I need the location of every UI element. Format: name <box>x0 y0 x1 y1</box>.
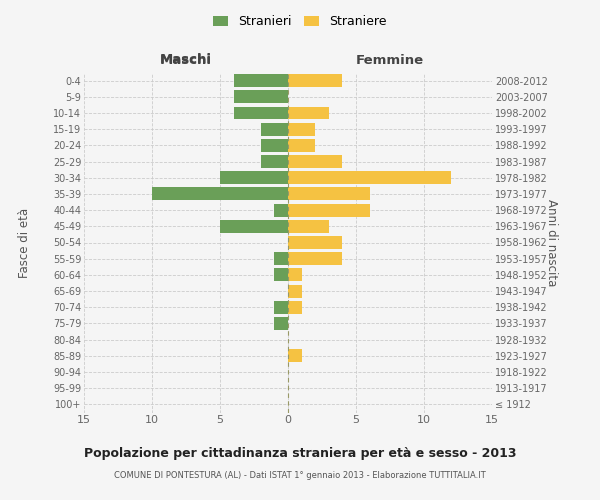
Bar <box>288 252 343 265</box>
Bar <box>233 90 288 104</box>
Bar <box>274 252 288 265</box>
Bar <box>288 220 329 233</box>
Bar <box>274 268 288 281</box>
Bar <box>220 172 288 184</box>
Bar <box>288 236 343 249</box>
Bar <box>288 74 343 87</box>
Bar <box>261 155 288 168</box>
Text: COMUNE DI PONTESTURA (AL) - Dati ISTAT 1° gennaio 2013 - Elaborazione TUTTITALIA: COMUNE DI PONTESTURA (AL) - Dati ISTAT 1… <box>114 471 486 480</box>
Bar <box>288 188 370 200</box>
Bar <box>233 74 288 87</box>
Bar <box>233 106 288 120</box>
Bar <box>288 301 302 314</box>
Bar <box>288 139 315 152</box>
Bar <box>288 172 451 184</box>
Legend: Stranieri, Straniere: Stranieri, Straniere <box>209 11 391 32</box>
Bar <box>288 204 370 216</box>
Text: Anni di nascita: Anni di nascita <box>545 199 559 286</box>
Text: Femmine: Femmine <box>356 54 424 68</box>
Bar <box>288 155 343 168</box>
Bar <box>274 301 288 314</box>
Text: Fasce di età: Fasce di età <box>17 208 31 278</box>
Bar <box>274 204 288 216</box>
Bar <box>220 220 288 233</box>
Bar <box>288 122 315 136</box>
Bar <box>261 122 288 136</box>
Bar <box>288 350 302 362</box>
Bar <box>288 284 302 298</box>
Text: Popolazione per cittadinanza straniera per età e sesso - 2013: Popolazione per cittadinanza straniera p… <box>84 448 516 460</box>
Bar <box>288 268 302 281</box>
Text: Maschi: Maschi <box>160 54 212 68</box>
Text: Maschi: Maschi <box>160 52 212 66</box>
Bar <box>152 188 288 200</box>
Bar <box>288 106 329 120</box>
Bar <box>274 317 288 330</box>
Bar <box>261 139 288 152</box>
